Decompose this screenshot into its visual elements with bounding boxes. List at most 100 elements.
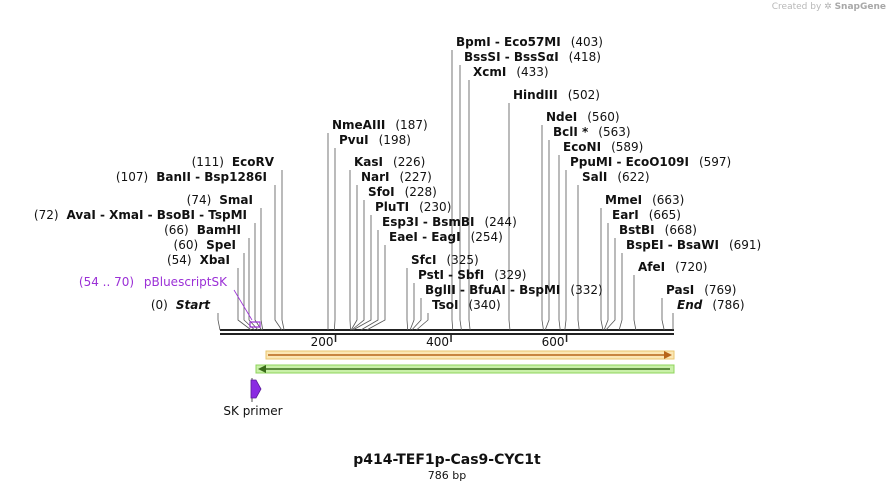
cut-line-sfoi [351,200,365,331]
enzyme-label-sfci[interactable]: SfcI (325) [411,253,479,267]
enzyme-label-bamhi[interactable]: (66) BamHI [164,223,241,237]
enzyme-name: BssSI - BssSαI [464,50,559,64]
enzyme-label-eaei[interactable]: EaeI - EagI (254) [389,230,503,244]
enzyme-name: BstBI [619,223,655,237]
enzyme-label-esp3i[interactable]: Esp3I - BsmBI (244) [382,215,517,229]
enzyme-name: BspEI - BsaWI [626,238,719,252]
enzyme-label-nmeaiii[interactable]: NmeAIII (187) [332,118,428,132]
enzyme-position: (107) [116,170,148,184]
enzyme-name: SmaI [219,193,253,207]
enzyme-label-ndei[interactable]: NdeI (560) [546,110,620,124]
enzyme-label-bspei[interactable]: BspEI - BsaWI (691) [626,238,761,252]
enzyme-label-bcli[interactable]: BclI * (563) [553,125,631,139]
enzyme-label-pvui[interactable]: PvuI (198) [339,133,411,147]
plasmid-linear-map: 200 400 600 (0) Start End (786) (54) XbaI(60) Sp… [34,35,761,418]
ruler-tick-label: 400 [426,335,449,349]
enzyme-position: (340) [468,298,500,312]
cut-line-ppumi [564,170,567,331]
cut-line-pvui [333,148,336,331]
enzyme-labels[interactable]: (0) Start End (786) (54) XbaI(60) SpeI (66) BamH… [34,35,761,312]
enzyme-label-bsssi[interactable]: BssSI - BssSαI (418) [464,50,601,64]
enzyme-position: (227) [400,170,432,184]
enzyme-position: (187) [395,118,427,132]
enzyme-name: Start [176,298,211,312]
enzyme-name: PluTI [375,200,409,214]
enzyme-label-mmei[interactable]: MmeI (663) [605,193,684,207]
enzyme-label-ppumi[interactable]: PpuMI - EcoO109I (597) [570,155,731,169]
enzyme-label-smai[interactable]: (74) SmaI [187,193,253,207]
enzyme-name: AfeI [638,260,665,274]
cut-line-eari [603,223,609,331]
enzyme-position: (72) [34,208,59,222]
cut-line-eaei [366,245,386,331]
cut-line-sali [577,185,580,331]
cut-line-afei [633,275,637,331]
cut-line-avai [254,223,262,331]
enzyme-label-bglii[interactable]: BglII - BfuAI - BspMI (332) [425,283,603,297]
enzyme-label-sfoi[interactable]: SfoI (228) [368,185,437,199]
enzyme-name: Esp3I - BsmBI [382,215,474,229]
green-feature-arrow[interactable] [255,364,675,374]
enzyme-label-econi[interactable]: EcoNI (589) [563,140,643,154]
enzyme-label-avai[interactable]: (72) AvaI - XmaI - BsoBI - TspMI [34,208,247,222]
orange-feature-arrow[interactable] [265,350,675,360]
cut-line-xcmi [468,80,471,331]
enzyme-label-spei[interactable]: (60) SpeI [174,238,236,252]
enzyme-label-tsoi[interactable]: TsoI (340) [432,298,501,312]
enzyme-label-xbai[interactable]: (54) XbaI [167,253,230,267]
enzyme-name: PstI - SbfI [418,268,484,282]
cut-line-bglii [411,298,422,331]
enzyme-label-afei[interactable]: AfeI (720) [638,260,707,274]
enzyme-position: (60) [174,238,199,252]
cut-line-tsoi [416,313,429,331]
enzyme-position: (663) [652,193,684,207]
enzyme-name: BpmI - Eco57MI [456,35,561,49]
cut-line-hindiii [508,103,511,331]
enzyme-name: MmeI [605,193,642,207]
enzyme-name: SalI [582,170,607,184]
enzyme-label-xcmi[interactable]: XcmI (433) [473,65,549,79]
enzyme-label-psti[interactable]: PstI - SbfI (329) [418,268,526,282]
cut-line-ndei [541,125,544,331]
cut-site-lines [217,50,674,331]
ruler-tick-label: 600 [542,335,565,349]
feature-pbluescriptsk[interactable]: (54 .. 70) pBluescriptSK [79,275,261,328]
cut-line-nari [350,185,358,331]
enzyme-position: (769) [704,283,736,297]
enzyme-label-ecorv[interactable]: (111) EcoRV [192,155,275,169]
enzyme-label-pluti[interactable]: PluTI (230) [375,200,451,214]
enzyme-name: End [677,298,703,312]
feature-name: pBluescriptSK [144,275,228,289]
enzyme-name: TsoI [432,298,458,312]
enzyme-label-eari[interactable]: EarI (665) [612,208,681,222]
enzyme-label-sali[interactable]: SalI (622) [582,170,650,184]
ruler-ticks: 200 400 600 [311,334,568,349]
enzyme-label-banii[interactable]: (107) BanII - Bsp1286I [116,170,267,184]
enzyme-position: (325) [446,253,478,267]
cut-line-esp3i [360,230,379,331]
sk-primer[interactable]: SK primer [223,378,283,418]
cut-line-bstbi [605,238,616,331]
cut-line-sfci [406,268,409,331]
plasmid-size: 786 bp [427,469,467,482]
enzyme-name: KasI [354,155,383,169]
enzyme-position: (54) [167,253,192,267]
enzyme-position: (0) [151,298,168,312]
enzyme-position: (226) [393,155,425,169]
enzyme-name: PpuMI - EcoO109I [570,155,689,169]
enzyme-position: (254) [471,230,503,244]
enzyme-name: EcoRV [232,155,275,169]
enzyme-label-bpmi[interactable]: BpmI - Eco57MI (403) [456,35,603,49]
enzyme-label-start[interactable]: (0) Start [151,298,211,312]
enzyme-label-kasi[interactable]: KasI (226) [354,155,425,169]
enzyme-label-end[interactable]: End (786) [677,298,745,312]
enzyme-position: (589) [611,140,643,154]
enzyme-position: (403) [571,35,603,49]
enzyme-label-pasi[interactable]: PasI (769) [666,283,736,297]
enzyme-name: BanII - Bsp1286I [156,170,267,184]
enzyme-label-hindiii[interactable]: HindIII (502) [513,88,600,102]
feature-range: (54 .. 70) [79,275,134,289]
cut-line-econi [558,155,561,331]
enzyme-label-nari[interactable]: NarI (227) [361,170,432,184]
enzyme-label-bstbi[interactable]: BstBI (668) [619,223,697,237]
